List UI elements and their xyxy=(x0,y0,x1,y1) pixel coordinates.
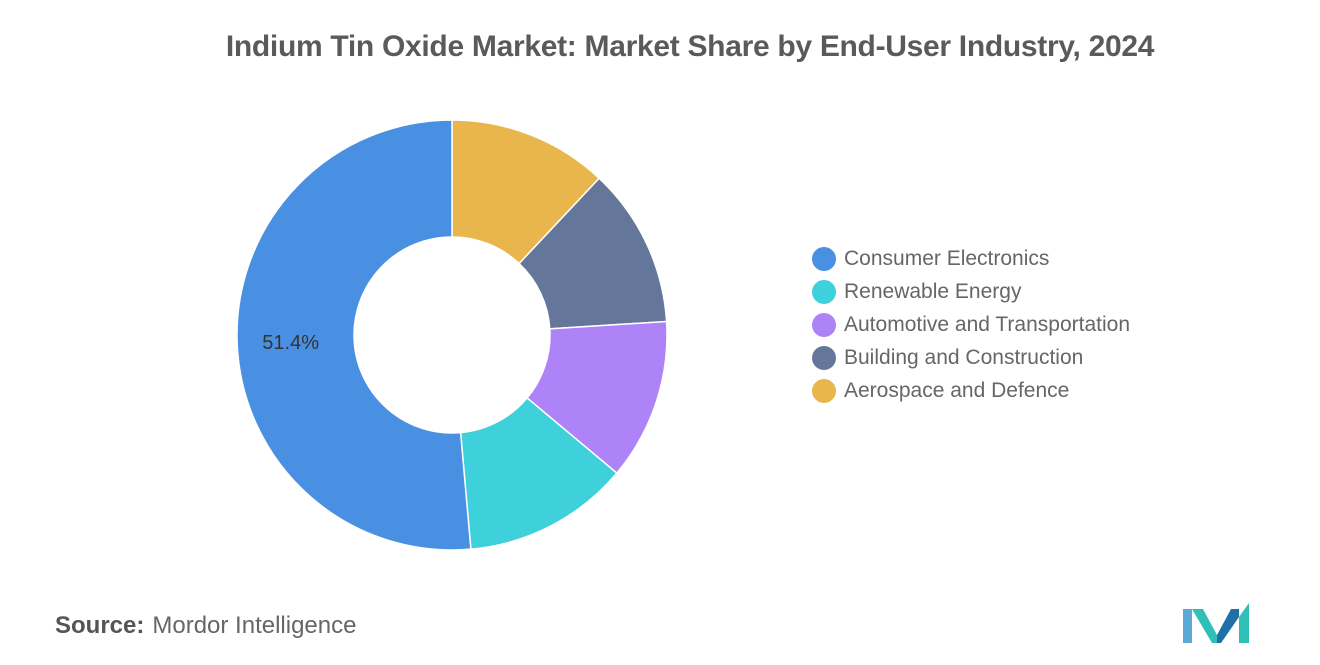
donut-slice-building-and-construction[interactable] xyxy=(518,177,668,330)
legend-swatch xyxy=(812,345,836,370)
mordor-intelligence-logo-icon xyxy=(1183,603,1249,643)
legend-label: Building and Construction xyxy=(844,345,1084,369)
source-label: Source: xyxy=(55,612,145,639)
legend-item-consumer-electronics[interactable]: Consumer Electronics xyxy=(812,242,1130,275)
legend-swatch xyxy=(812,312,836,337)
source-note: Source: Mordor Intelligence xyxy=(55,612,356,640)
legend-label: Renewable Energy xyxy=(844,279,1022,303)
logo-shape-mid-right xyxy=(1217,609,1239,643)
donut-slice-aerospace-and-defence[interactable] xyxy=(451,119,601,265)
legend-label: Aerospace and Defence xyxy=(844,378,1070,402)
legend-label: Automotive and Transportation xyxy=(844,312,1131,336)
logo-shape-left xyxy=(1183,609,1192,643)
legend-swatch xyxy=(812,279,836,304)
chart-legend: Consumer Electronics Renewable Energy Au… xyxy=(812,242,1130,407)
legend-item-automotive-and-transportation[interactable]: Automotive and Transportation xyxy=(812,308,1130,341)
legend-item-building-and-construction[interactable]: Building and Construction xyxy=(812,341,1130,374)
legend-item-renewable-energy[interactable]: Renewable Energy xyxy=(812,275,1130,308)
logo-shape-right xyxy=(1239,603,1249,643)
legend-item-aerospace-and-defence[interactable]: Aerospace and Defence xyxy=(812,374,1130,407)
data-label-consumer-electronics: 51.4% xyxy=(262,332,319,354)
logo-shape-mid-left xyxy=(1192,609,1217,643)
donut-slice-consumer-electronics[interactable] xyxy=(236,119,472,551)
legend-swatch xyxy=(812,378,836,403)
legend-swatch xyxy=(812,246,836,271)
source-text: Mordor Intelligence xyxy=(152,612,357,639)
legend-label: Consumer Electronics xyxy=(844,246,1050,270)
chart-title: Indium Tin Oxide Market: Market Share by… xyxy=(225,30,1155,63)
